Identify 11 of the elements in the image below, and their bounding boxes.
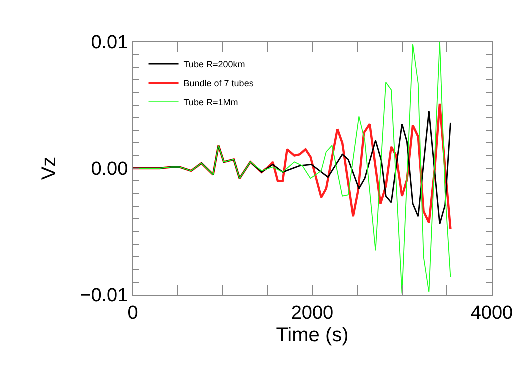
x-tick-label: 2000 (291, 302, 334, 324)
x-tick-label: 0 (128, 302, 138, 324)
x-axis-title: Time (s) (276, 324, 349, 346)
y-axis-title: Vz (38, 156, 61, 180)
legend-label: Tube R=200km (184, 60, 246, 70)
x-tick-label: 4000 (470, 302, 514, 324)
y-tick-label: 0.01 (91, 32, 128, 54)
legend-label: Bundle of 7 tubes (184, 78, 254, 89)
legend-label: Tube R=1Mm (184, 98, 238, 108)
y-tick-label: 0.00 (91, 159, 128, 180)
y-tick-label: −0.01 (80, 286, 128, 307)
